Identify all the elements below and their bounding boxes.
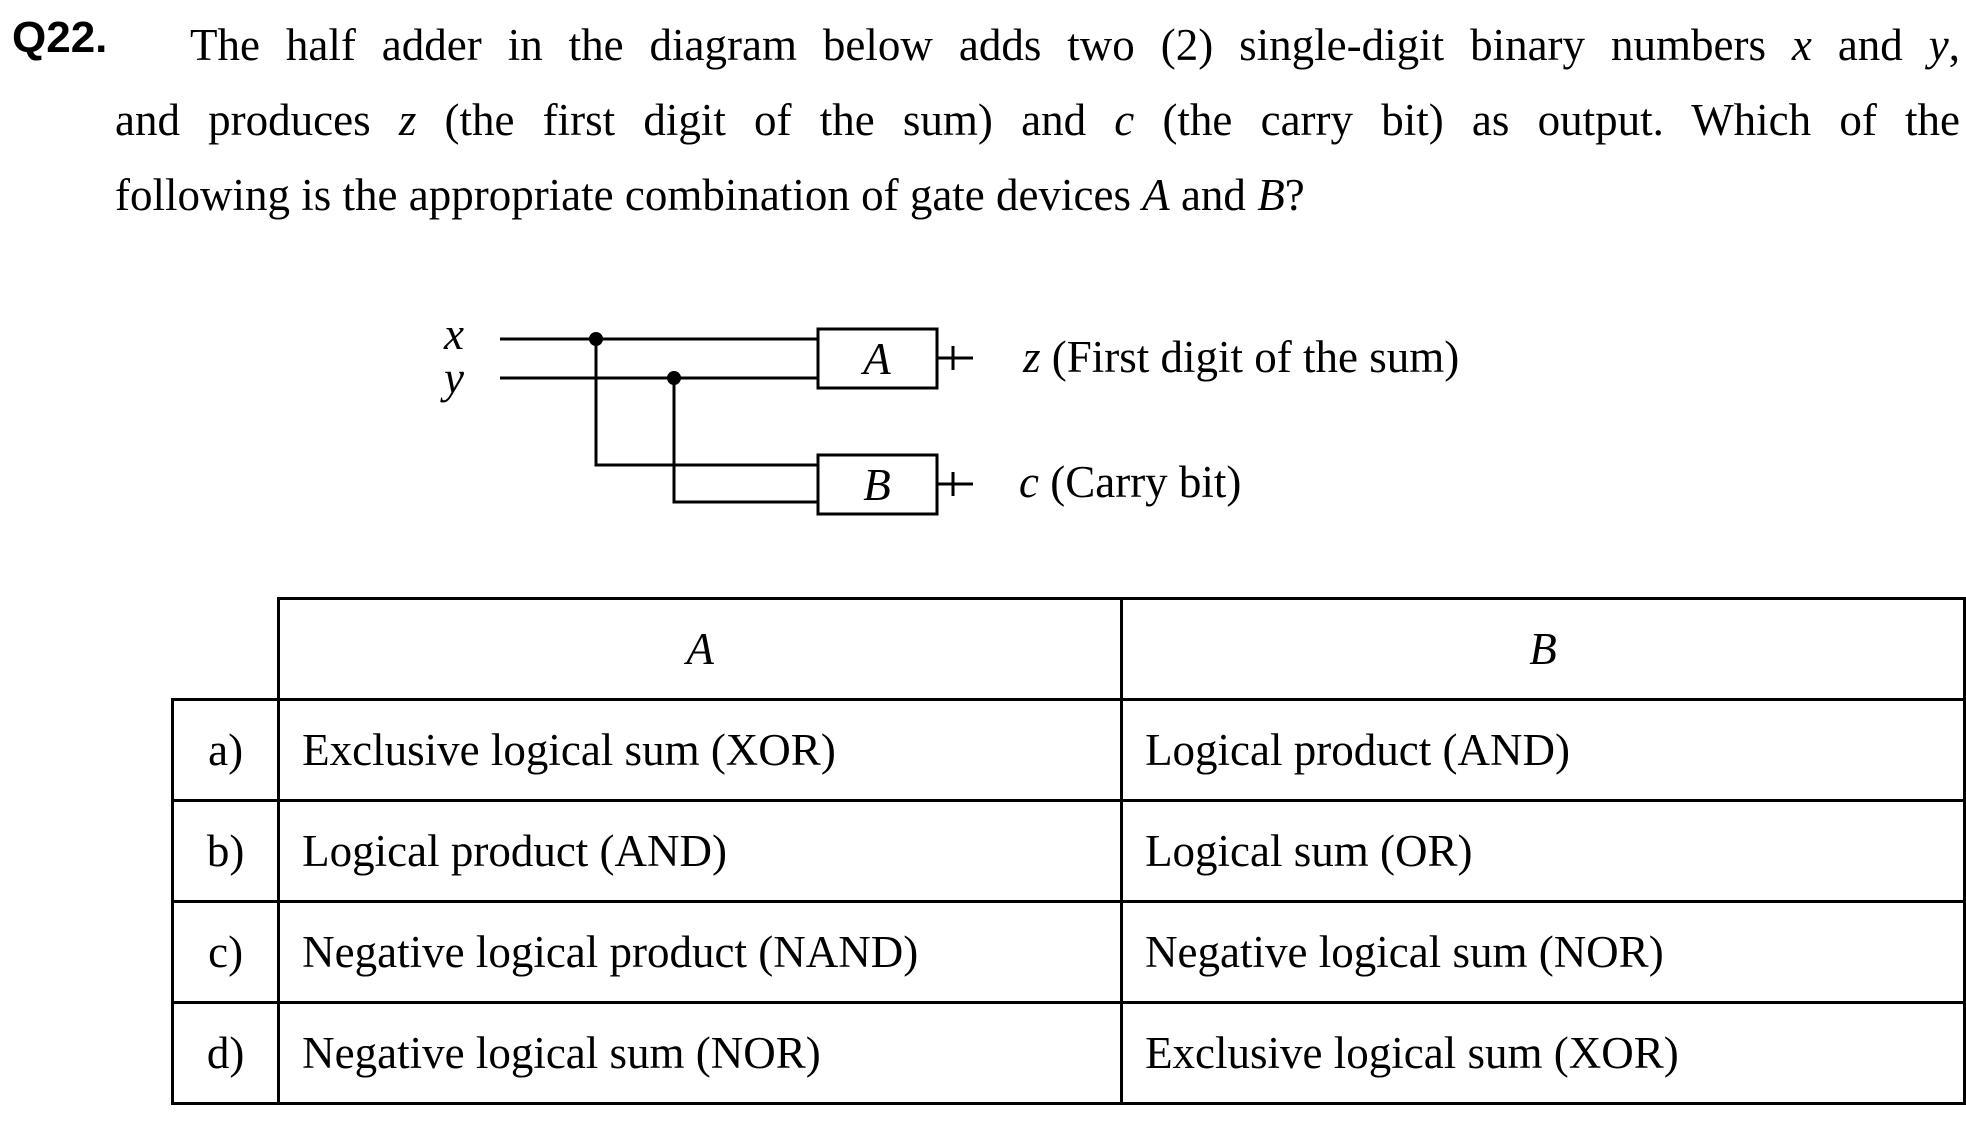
option-letter: c) <box>170 900 281 1004</box>
table-header-row: A B <box>172 597 1966 701</box>
junction-y <box>667 371 681 385</box>
gate-a-label: A <box>860 334 891 384</box>
junction-x <box>589 332 603 346</box>
question-text: The half adder in the diagram below adds… <box>115 8 1960 233</box>
option-a-cell: Negative logical product (NAND) <box>277 900 1124 1004</box>
input-y-label: y <box>440 353 464 403</box>
option-b-cell: Negative logical sum (NOR) <box>1120 900 1966 1004</box>
table-row: d) Negative logical sum (NOR) Exclusive … <box>170 1001 1966 1105</box>
table-corner <box>172 598 281 701</box>
table-row: b) Logical product (AND) Logical sum (OR… <box>170 799 1966 903</box>
wire-y-branch <box>672 378 818 504</box>
question-line-1: The half adder in the diagram below adds… <box>190 20 1960 70</box>
wire-x-branch <box>594 339 818 467</box>
option-letter: d) <box>170 1001 281 1105</box>
option-letter: a) <box>170 698 281 802</box>
half-adder-diagram: x y A B z (First digit of the sum) c (Ca… <box>440 309 1459 516</box>
question-line-2: and produces z (the first digit of the s… <box>115 95 1960 145</box>
option-b-cell: Logical product (AND) <box>1120 698 1966 802</box>
header-b: B <box>1120 597 1966 701</box>
table-row: c) Negative logical product (NAND) Negat… <box>170 900 1966 1004</box>
output-c-label: c (Carry bit) <box>1019 457 1241 507</box>
output-z-label: z (First digit of the sum) <box>1022 332 1459 382</box>
option-b-cell: Exclusive logical sum (XOR) <box>1120 1001 1966 1105</box>
option-a-cell: Logical product (AND) <box>277 799 1124 903</box>
gate-b-label: B <box>863 460 891 510</box>
option-letter: b) <box>170 799 281 903</box>
option-a-cell: Exclusive logical sum (XOR) <box>277 698 1124 802</box>
table-row: a) Exclusive logical sum (XOR) Logical p… <box>170 698 1966 802</box>
header-a: A <box>277 597 1124 701</box>
option-b-cell: Logical sum (OR) <box>1120 799 1966 903</box>
input-x-label: x <box>443 309 464 359</box>
option-a-cell: Negative logical sum (NOR) <box>277 1001 1124 1105</box>
question-number: Q22. <box>12 13 108 62</box>
answer-table: A B a) Exclusive logical sum (XOR) Logic… <box>170 597 1966 1105</box>
question-line-3: following is the appropriate combination… <box>115 170 1305 220</box>
